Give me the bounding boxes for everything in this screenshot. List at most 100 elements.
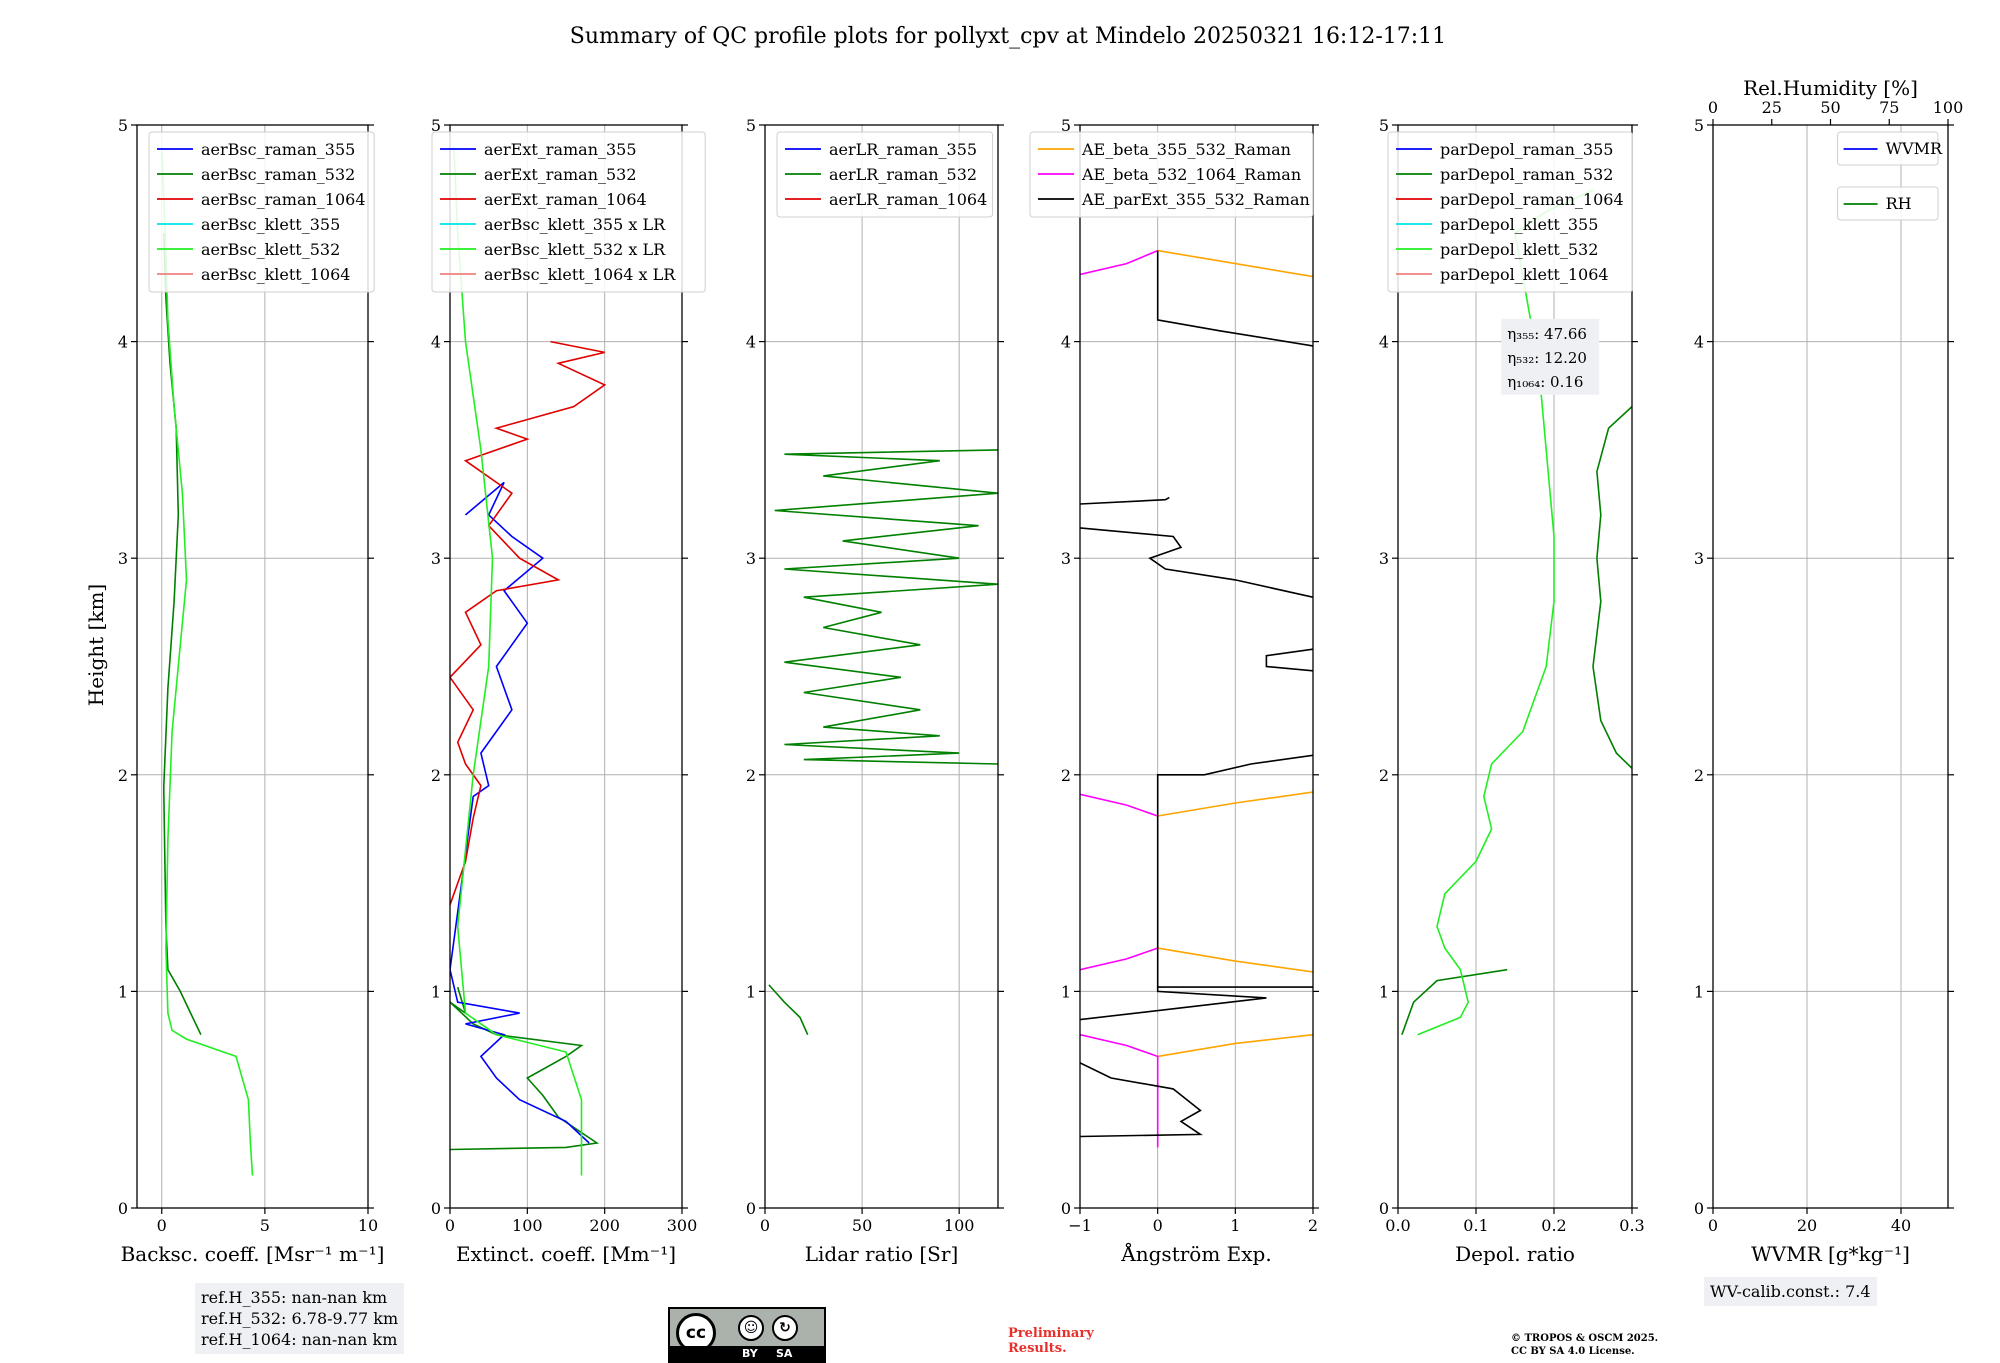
legend-frame: [431, 131, 706, 293]
legend-label: aerExt_raman_532: [484, 165, 637, 184]
y-axis-label: Height [km]: [84, 584, 108, 706]
x-tick-label: 5: [260, 1216, 270, 1235]
axes-frame: [1712, 124, 1949, 1209]
legend-label: parDepol_raman_355: [1440, 140, 1613, 159]
y-tick-label: 0: [431, 1199, 441, 1218]
legend-box: parDepol_raman_355 parDepol_raman_532 parD…: [1387, 131, 1633, 293]
series-aerExt_raman_355: [450, 481, 590, 1144]
legend-label: aerBsc_klett_532: [201, 240, 340, 259]
legend-frame: [1837, 186, 1939, 221]
legend-label: parDepol_raman_532: [1440, 165, 1613, 184]
y-tick-label: 4: [1694, 333, 1704, 352]
series-aerBsc_klett_532 x LR: [453, 146, 583, 1176]
legend-label: RH: [1886, 194, 1912, 213]
legend-frame: [1029, 131, 1314, 218]
legend-label: WVMR: [1886, 139, 1943, 158]
y-tick-label: 5: [1694, 116, 1704, 135]
series-AE_beta_532_1064_b: [1080, 947, 1158, 971]
x-tick-label: 0: [157, 1216, 167, 1235]
copyright-line-2: CC BY SA 4.0 License.: [1511, 1346, 1635, 1357]
series-AE_beta_355_532_c: [1157, 791, 1313, 817]
y-tick-label: 3: [746, 549, 756, 568]
y-tick-label: 0: [1694, 1199, 1704, 1218]
legend-label: aerLR_raman_1064: [829, 190, 987, 209]
series-aerBsc_klett_532: [161, 146, 254, 1176]
legend-frame: [776, 131, 994, 218]
eta-line: η₁₀₆₄: 0.16: [1507, 373, 1583, 391]
series-parDepol_klett_532: [1417, 189, 1594, 1036]
y-tick-label: 0: [118, 1199, 128, 1218]
x-tick-label: 100: [512, 1216, 543, 1235]
y-tick-label: 2: [746, 766, 756, 785]
series-AE_beta_355_532_d: [1157, 249, 1313, 278]
series-AE_parExt_b: [1080, 986, 1313, 1021]
wv-calibration-text: WV-calib.const.: 7.4: [1710, 1282, 1871, 1301]
panel-ext: 0 1 2 3 4 5 0 100 200 300 Extinct. coeff. [Mm⁻¹] ae…: [431, 116, 706, 1266]
y-tick-label: 4: [1379, 333, 1389, 352]
x-tick-label: 0: [760, 1216, 770, 1235]
legend-box: aerBsc_raman_355 aerBsc_raman_532 aerBsc_r…: [148, 131, 375, 293]
axes-frame: [764, 124, 999, 1209]
top-tick-label: 25: [1762, 98, 1782, 117]
preliminary-results-note: Preliminary Results.: [1008, 1326, 1094, 1356]
series-AE_beta_532_1064_c: [1080, 793, 1158, 817]
x-tick-label: 0.2: [1541, 1216, 1566, 1235]
panel-bsc: 0 1 2 3 4 5 0 5 10 Backsc. coeff. [Msr⁻¹ m⁻¹] aerB…: [118, 116, 385, 1266]
cc-license-badge: cc ☺ ↻ BY SA: [668, 1307, 826, 1363]
y-tick-label: 1: [118, 982, 128, 1001]
x-tick-label: 10: [358, 1216, 378, 1235]
preliminary-line-2: Results.: [1008, 1341, 1067, 1356]
legend-label: AE_beta_532_1064_Raman: [1081, 165, 1301, 184]
y-tick-label: 4: [746, 333, 756, 352]
series-AE_parExt_c: [1156, 754, 1313, 988]
x-tick-label: 0.1: [1463, 1216, 1488, 1235]
preliminary-line-1: Preliminary: [1008, 1326, 1094, 1341]
eta-line: η₃₅₅: 47.66: [1507, 325, 1587, 343]
x-axis-label: WVMR [g*kg⁻¹]: [1751, 1242, 1910, 1266]
y-tick-label: 2: [1061, 766, 1071, 785]
legend-label: parDepol_raman_1064: [1440, 190, 1624, 209]
x-tick-label: 200: [589, 1216, 620, 1235]
ref-height-1064: ref.H_1064: nan-nan km: [201, 1330, 398, 1349]
y-tick-label: 5: [431, 116, 441, 135]
x-tick-label: 20: [1797, 1216, 1817, 1235]
y-tick-label: 0: [746, 1199, 756, 1218]
top-axis-label: Rel.Humidity [%]: [1743, 76, 1918, 100]
legend-label: aerBsc_klett_532 x LR: [484, 240, 666, 259]
legend-box: aerLR_raman_355 aerLR_raman_532 aerLR_rama…: [776, 131, 994, 218]
axes-frame: [1397, 124, 1633, 1209]
ref-height-355: ref.H_355: nan-nan km: [201, 1288, 388, 1307]
share-alike-icon: ↻: [772, 1315, 798, 1341]
legend-label: parDepol_klett_532: [1440, 240, 1598, 259]
y-tick-label: 3: [118, 549, 128, 568]
series-AE_beta_532_1064_d: [1080, 249, 1159, 276]
series-aerLR_raman_532: [768, 984, 809, 1036]
x-axis-label: Depol. ratio: [1455, 1242, 1575, 1266]
y-tick-label: 0: [1379, 1199, 1389, 1218]
legend-frame: [1387, 131, 1633, 293]
panel-depol: 0 1 2 3 4 5 0.0 0.1 0.2 0.3 Depol. ratio parDepol_r…: [1379, 116, 1645, 1266]
y-tick-label: 4: [118, 333, 128, 352]
x-tick-label: 0: [1708, 1216, 1718, 1235]
legend-label: aerBsc_klett_1064 x LR: [484, 265, 676, 284]
legend-label: AE_parExt_355_532_Raman: [1081, 190, 1310, 209]
cc-by-label: BY: [742, 1347, 758, 1360]
x-axis-label: Extinct. coeff. [Mm⁻¹]: [456, 1242, 676, 1266]
legend-label: parDepol_klett_355: [1440, 215, 1598, 234]
x-tick-label: 0: [445, 1216, 455, 1235]
reference-height-box: ref.H_355: nan-nan km ref.H_532: 6.78-9.…: [195, 1283, 405, 1354]
cc-sa-label: SA: [776, 1347, 793, 1360]
series-AE_parExt_f: [1080, 496, 1170, 505]
y-tick-label: 2: [118, 766, 128, 785]
series-AE_parExt_e: [1080, 527, 1313, 598]
x-tick-label: 1: [1230, 1216, 1240, 1235]
axes-frame: [449, 124, 683, 1209]
x-axis-label: Lidar ratio [Sr]: [805, 1242, 959, 1266]
x-tick-label: −1: [1068, 1216, 1092, 1235]
y-tick-label: 5: [1379, 116, 1389, 135]
top-tick-label: 0: [1708, 98, 1718, 117]
top-tick-label: 75: [1879, 98, 1899, 117]
